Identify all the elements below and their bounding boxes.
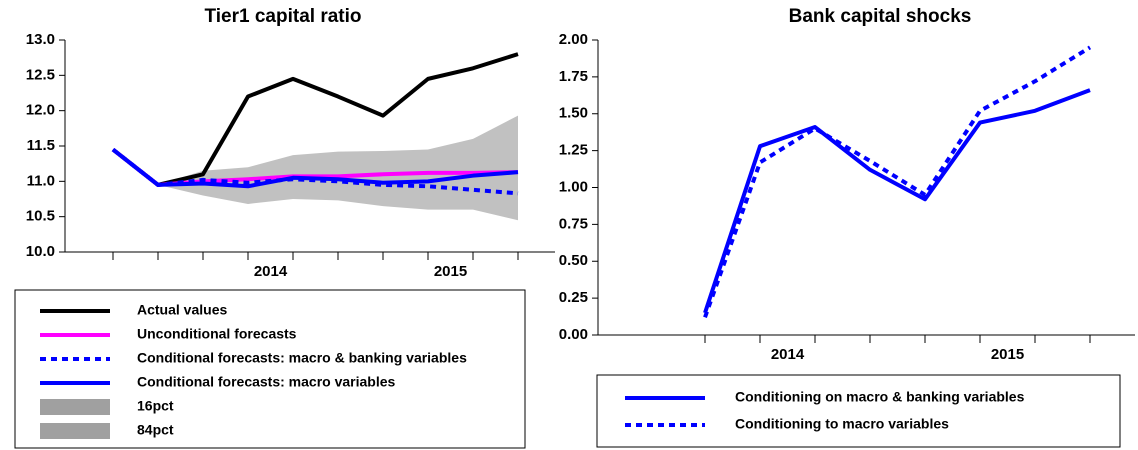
y-tick-label: 10.5 — [26, 208, 55, 225]
y-tick-label: 11.5 — [27, 137, 55, 154]
legend-box — [14, 289, 526, 449]
legend-label: Conditional forecasts: macro & banking v… — [137, 350, 467, 366]
legend-label: 84pct — [137, 422, 174, 438]
y-tick-label: 1.50 — [559, 105, 588, 122]
chart-title: Tier1 capital ratio — [205, 6, 362, 27]
y-tick-label: 2.00 — [559, 31, 588, 48]
y-tick-label: 1.75 — [559, 68, 588, 85]
y-tick-label: 10.0 — [26, 243, 55, 260]
legend-label: Actual values — [137, 302, 227, 318]
legend-label: Conditioning on macro & banking variable… — [735, 389, 1025, 405]
legend-swatch — [40, 423, 110, 439]
series-line — [703, 45, 1092, 318]
y-tick-label: 1.00 — [559, 178, 588, 195]
y-tick-label: 0.75 — [559, 215, 588, 232]
legend-label: Conditional forecasts: macro variables — [137, 374, 396, 390]
y-tick-label: 0.25 — [559, 289, 588, 306]
y-tick-label: 11.0 — [27, 172, 55, 189]
band-area — [158, 184, 518, 252]
legend-label: 16pct — [137, 398, 174, 414]
series-line — [111, 52, 519, 187]
legend-label: Unconditional forecasts — [137, 326, 297, 342]
legend-label: Conditioning to macro variables — [735, 416, 949, 432]
y-tick-label: 1.25 — [559, 142, 588, 159]
y-tick-label: 12.5 — [26, 66, 55, 83]
y-tick-label: 13.0 — [26, 31, 55, 48]
series-line — [111, 147, 519, 189]
x-group-label: 2014 — [254, 263, 288, 280]
y-tick-label: 12.0 — [26, 102, 55, 119]
x-group-label: 2015 — [991, 346, 1024, 363]
chart-title: Bank capital shocks — [789, 6, 972, 27]
legend-box — [596, 374, 1121, 448]
y-tick-label: 0.00 — [559, 326, 588, 343]
x-group-label: 2014 — [771, 346, 805, 363]
y-tick-label: 0.50 — [559, 252, 588, 269]
series-line — [703, 88, 1091, 314]
legend-swatch — [40, 399, 110, 415]
x-group-label: 2015 — [434, 263, 467, 280]
